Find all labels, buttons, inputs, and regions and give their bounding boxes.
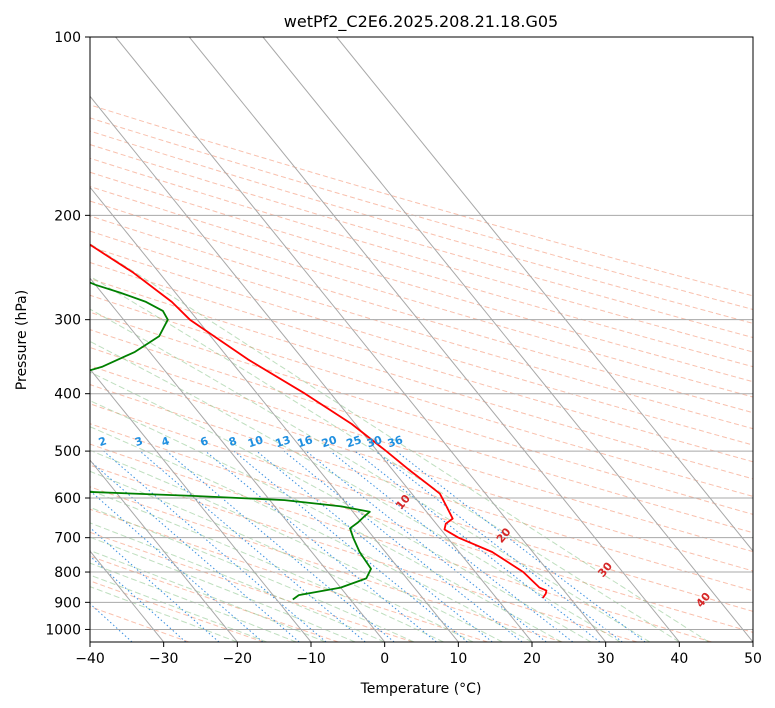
x-tick-label: −10 (296, 651, 326, 667)
mixing-ratio-line (103, 450, 327, 642)
x-axis-label: Temperature (°C) (360, 681, 482, 697)
mixing-ratio-line (283, 450, 523, 642)
mixing-ratio-label: 4 (160, 434, 172, 449)
dry-adiabat (90, 294, 753, 497)
mixing-ratio-line (90, 490, 264, 642)
isotherm-line (115, 37, 607, 642)
isotherm-line (90, 186, 459, 642)
grid-lines (90, 37, 753, 642)
dry-adiabat (90, 423, 753, 633)
mixing-ratio-line (90, 460, 300, 642)
y-tick-label: 100 (54, 30, 81, 46)
isotherm-line (90, 459, 238, 642)
x-tick-label: −40 (75, 651, 105, 667)
moist-adiabat (90, 574, 267, 642)
dewpoint-line (90, 281, 372, 601)
moist-adiabat (90, 536, 356, 642)
mixing-ratio-label: 2 (97, 434, 108, 449)
moist-adiabat (90, 449, 503, 642)
mixing-ratio-label: 13 (274, 433, 293, 450)
moist-adiabat (90, 243, 710, 642)
dry-adiabat (90, 384, 753, 592)
y-axis-ticks: 1000 900 800 700 600 500 400 300 200 100 (45, 30, 90, 638)
moist-adiabat (90, 426, 533, 642)
x-axis-ticks: −40 −30 −20 −10 0 10 20 30 40 50 (75, 642, 762, 667)
dry-adiabat (90, 262, 753, 463)
mixing-ratio-line (375, 450, 623, 642)
mixing-ratio-label: 10 (246, 433, 265, 450)
plot-frame (89, 36, 754, 643)
dry-adiabat (90, 486, 563, 642)
temperature-line (90, 243, 548, 599)
series-group (90, 243, 548, 601)
x-tick-label: 10 (449, 651, 467, 667)
mixing-ratio-label: 8 (227, 434, 238, 449)
mixing-ratio-label: 3 (133, 434, 144, 449)
plot-area (90, 37, 753, 642)
mixing-ratio-label: 6 (199, 434, 211, 449)
x-tick-label: −30 (149, 651, 179, 667)
mixing-ratio-line (233, 450, 468, 642)
mixing-ratio-label: 16 (296, 433, 315, 450)
x-tick-label: 30 (597, 651, 615, 667)
dry-adiabat (90, 464, 638, 642)
dry-adiabat (90, 329, 753, 534)
x-tick-label: 0 (380, 651, 389, 667)
y-tick-label: 400 (54, 387, 81, 403)
y-axis-label: Pressure (hPa) (14, 290, 30, 390)
moist-adiabat (90, 522, 385, 642)
dry-adiabat (90, 403, 753, 612)
isotherm-line (90, 368, 312, 642)
x-tick-label: 50 (744, 651, 762, 667)
dry-adiabat (90, 443, 712, 642)
y-tick-label: 1000 (45, 622, 81, 638)
mixing-ratio-line (354, 450, 601, 642)
mixing-ratio-label: 30 (365, 433, 384, 450)
moist-adiabat (90, 506, 415, 642)
isotherm-line (188, 37, 680, 642)
x-tick-label: 40 (670, 651, 688, 667)
y-tick-label: 300 (54, 313, 81, 329)
moist-adiabat (90, 489, 444, 642)
mixing-ratio-label: 36 (386, 433, 405, 450)
mixing-ratio-label: 20 (320, 433, 339, 450)
chart-title: wetPf2_C2E6.2025.208.21.18.G05 (284, 12, 558, 32)
moist-adiabat (90, 371, 592, 642)
y-tick-label: 900 (54, 595, 81, 611)
x-tick-label: 20 (523, 651, 541, 667)
y-tick-label: 700 (54, 531, 81, 547)
y-tick-label: 500 (54, 444, 81, 460)
moist-adiabat (90, 400, 562, 642)
mixing-ratio-line (139, 450, 366, 642)
moist-adiabat (90, 308, 651, 642)
moist-adiabat (90, 586, 238, 642)
isotherm-line (90, 95, 533, 642)
mixing-ratio-line (205, 450, 437, 642)
mixing-ratio-label: 25 (345, 433, 364, 450)
isotherm-line (262, 37, 753, 642)
dry-adiabat (90, 365, 753, 572)
y-tick-label: 800 (54, 565, 81, 581)
isotherm-line (90, 277, 386, 642)
moist-adiabat (90, 340, 621, 642)
mixing-ratio-line (90, 555, 187, 642)
dry-adiabat (90, 508, 488, 642)
isotherm-line (336, 37, 753, 552)
y-tick-label: 200 (54, 208, 81, 224)
x-tick-label: −20 (223, 651, 253, 667)
y-tick-label: 600 (54, 491, 81, 507)
